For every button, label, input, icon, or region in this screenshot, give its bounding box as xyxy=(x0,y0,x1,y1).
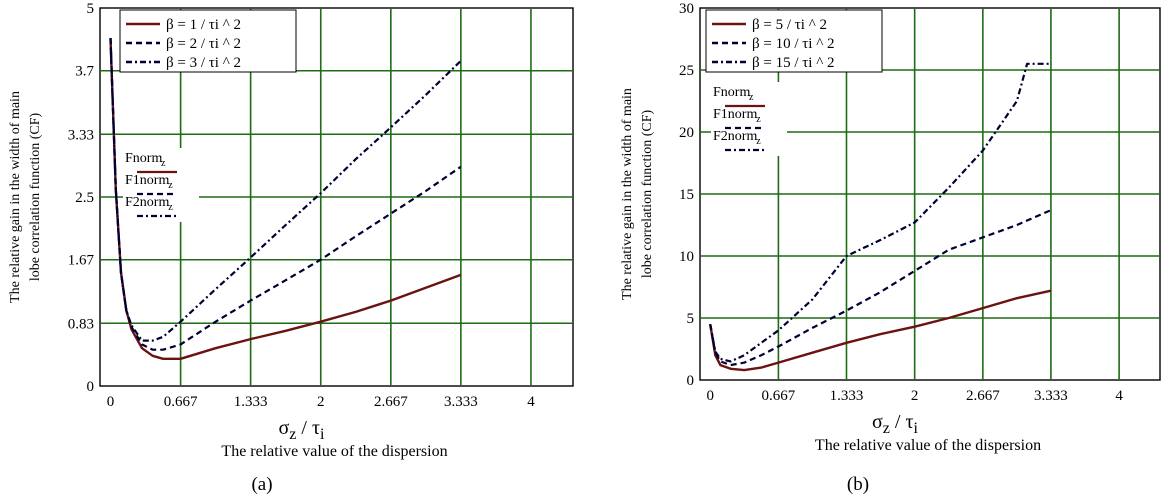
panel-label: (b) xyxy=(847,474,869,495)
x-label-part: i xyxy=(914,420,919,437)
x-axis-variable-label: σz / τi xyxy=(872,411,919,437)
y-tick-label: 3.7 xyxy=(75,64,94,80)
legend-beta: β = 1 / τi ^ 2 β = 2 / τi ^ 2 β = 3 / τi ^… xyxy=(119,9,297,73)
y-tick-label: 25 xyxy=(679,63,694,79)
x-label-part: / xyxy=(296,417,312,439)
y-tick-label: 5 xyxy=(687,311,695,327)
y-axis-label-line2: lobe correlation function (CF) xyxy=(28,112,43,281)
y-tick-label: 3.33 xyxy=(68,127,94,143)
x-tick-label: 1.333 xyxy=(234,394,268,410)
function-legend-name: F2norm xyxy=(125,195,169,210)
y-tick-label: 20 xyxy=(679,125,694,141)
function-legend-subscript: z xyxy=(161,158,166,169)
x-tick-label: 2.667 xyxy=(374,394,408,410)
x-label-part: z xyxy=(289,426,296,443)
x-label-part: / xyxy=(890,411,906,433)
function-legend-subscript: z xyxy=(756,136,761,147)
x-tick-label: 3.333 xyxy=(1034,388,1068,404)
x-tick-label: 0.667 xyxy=(164,394,198,410)
function-legend-subscript: z xyxy=(168,180,173,191)
x-tick-label: 1.333 xyxy=(830,388,864,404)
x-label-part: z xyxy=(883,420,890,437)
y-tick-label: 5 xyxy=(87,1,95,17)
function-legend-subscript: z xyxy=(168,202,173,213)
x-tick-label: 0 xyxy=(107,394,115,410)
function-legend-name: F2norm xyxy=(713,129,757,144)
y-tick-label: 15 xyxy=(679,187,694,203)
x-tick-label: 3.333 xyxy=(444,394,478,410)
function-legend-subscript: z xyxy=(749,92,754,103)
y-axis-label-line2: lobe correlation function (CF) xyxy=(640,109,655,278)
x-label-part: i xyxy=(320,426,325,443)
x-label-part: σ xyxy=(279,417,290,439)
y-tick-label: 30 xyxy=(679,1,694,17)
y-tick-label: 0 xyxy=(687,373,695,389)
legend2-background xyxy=(711,82,787,156)
chart-panel-b: 0 0.667 1.333 2 2.667 3.333 4 0 5 10 15 20 25 30 β = 5… xyxy=(620,1,1161,495)
y-tick-label: 1.67 xyxy=(68,253,95,269)
y-axis-label-line1: The relative gain in the width of main xyxy=(8,91,23,303)
function-legend-name: F1norm xyxy=(713,107,757,122)
series-line-3 xyxy=(709,62,1051,363)
x-tick-label: 2.667 xyxy=(966,388,1000,404)
y-tick-label: 10 xyxy=(679,249,694,265)
function-legend-subscript: z xyxy=(756,114,761,125)
x-axis-caption: The relative value of the dispersion xyxy=(815,437,1041,454)
legend-beta: β = 5 / τi ^ 2 β = 10 / τi ^ 2 β = 15 / τi… xyxy=(705,9,883,73)
series-line-1 xyxy=(709,289,1052,372)
x-label-part: τ xyxy=(905,411,913,433)
x-tick-label: 4 xyxy=(527,394,535,410)
chart-panel-a: 0 0.667 1.333 2 2.667 3.333 4 0 0.83 1.67 2.5 3.33 3… xyxy=(8,1,574,495)
x-label-part: τ xyxy=(312,417,320,439)
function-legend-name: Fnorm xyxy=(713,85,750,100)
legend2-background xyxy=(123,148,199,222)
legend-entry-label: β = 3 / τi ^ 2 xyxy=(166,55,241,71)
legend-entry-label: β = 2 / τi ^ 2 xyxy=(166,36,241,52)
function-legend-name: F1norm xyxy=(125,173,169,188)
x-tick-label: 4 xyxy=(1115,388,1123,404)
y-tick-label: 0 xyxy=(87,379,95,395)
legend-entry-label: β = 15 / τi ^ 2 xyxy=(752,55,835,71)
x-axis-caption: The relative value of the dispersion xyxy=(221,443,447,460)
y-tick-label: 0.83 xyxy=(68,316,94,332)
panel-label: (a) xyxy=(251,474,272,495)
series-line-2 xyxy=(709,209,1052,367)
x-tick-label: 2 xyxy=(317,394,325,410)
y-axis-label-line1: The relative gain in the width of main xyxy=(620,88,635,300)
series-line-3 xyxy=(109,38,462,342)
x-label-part: σ xyxy=(872,411,883,433)
x-tick-label: 0 xyxy=(706,388,714,404)
y-tick-label: 2.5 xyxy=(75,190,94,206)
legend-entry-label: β = 5 / τi ^ 2 xyxy=(752,17,827,33)
x-axis-variable-label: σz / τi xyxy=(279,417,326,443)
legend-entry-label: β = 10 / τi ^ 2 xyxy=(752,36,835,52)
x-tick-label: 0.667 xyxy=(762,388,796,404)
legend-entry-label: β = 1 / τi ^ 2 xyxy=(166,17,241,33)
series-line-2 xyxy=(109,38,462,351)
function-legend-name: Fnorm xyxy=(125,151,162,166)
x-tick-label: 2 xyxy=(911,388,919,404)
